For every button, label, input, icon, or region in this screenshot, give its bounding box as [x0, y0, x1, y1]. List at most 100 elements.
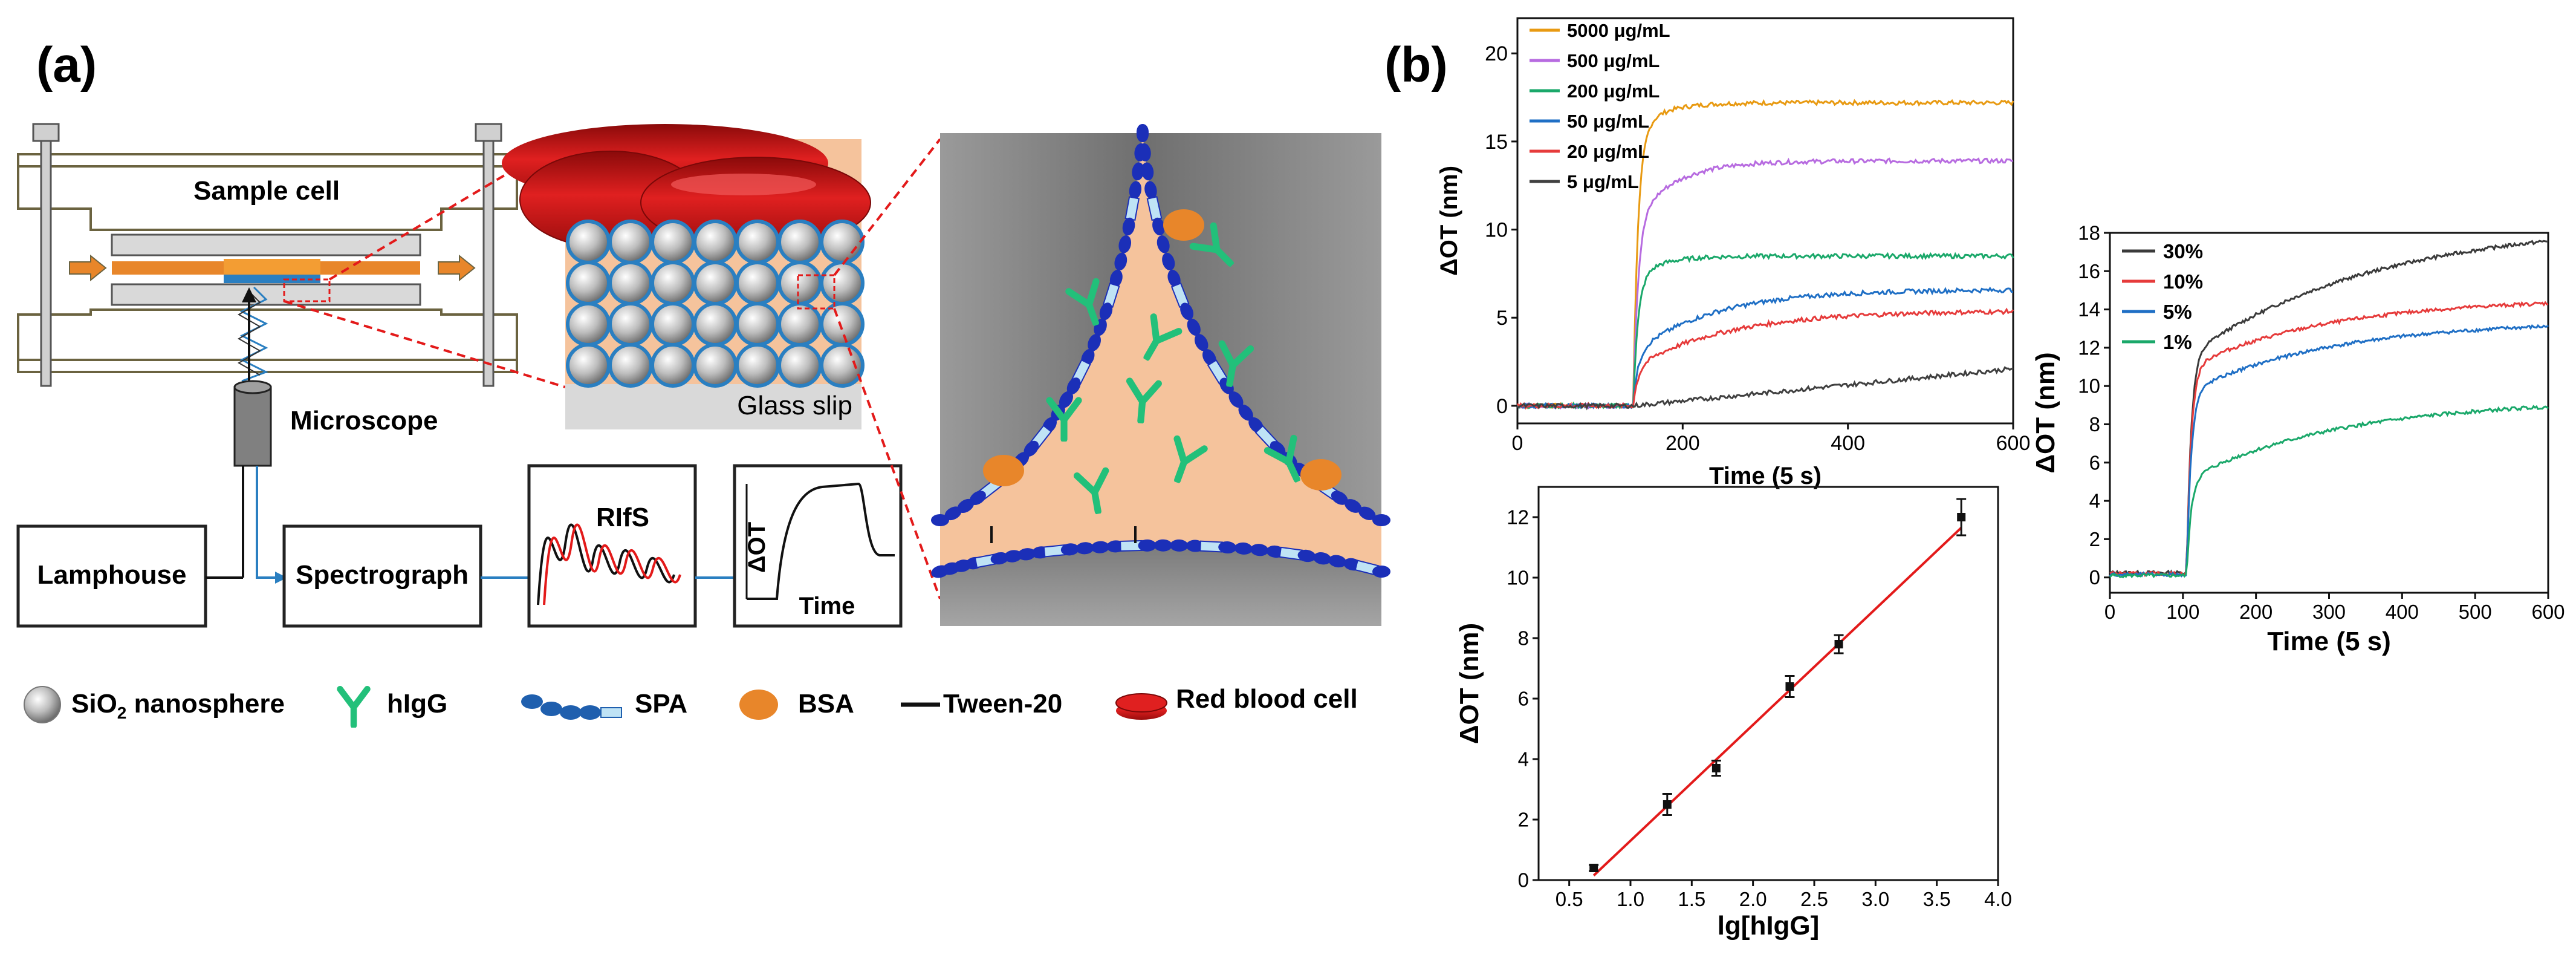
legend-label: 20 μg/mL [1567, 141, 1649, 162]
microscope-label: Microscope [290, 406, 438, 435]
legend-sio2-prefix: SiO [71, 689, 117, 719]
magnified-layer: Glass slip [502, 124, 941, 599]
x-axis-label: Time (5 s) [2267, 627, 2391, 656]
y-tick-label: 4 [1518, 748, 1529, 771]
legend-label: 1% [2163, 331, 2192, 353]
nanosphere [693, 220, 738, 264]
sample-cell-apparatus: Sample cell [17, 123, 518, 387]
chart-kinetics-percentage: 0 100 200 300 400 500 600 0 2 4 6 8 10 12 14 16 18 Time (… [2031, 222, 2565, 656]
chart-calibration: 0.5 1.0 1.5 2.0 2.5 3.0 3.5 4.0 0 2 4 6 8 10 12 lg[hIgG… [1455, 486, 2012, 941]
legend-spa: SPA [635, 689, 687, 719]
y-tick-label: 8 [2089, 413, 2100, 435]
nanosphere [566, 343, 611, 388]
right-post [482, 137, 495, 387]
x-tick-label: 1.0 [1617, 888, 1644, 910]
nanosphere [650, 261, 695, 305]
glass-slip [565, 384, 861, 429]
spa-bead [1132, 162, 1144, 181]
spa-bead [1152, 217, 1165, 236]
x-tick-label: 300 [2312, 601, 2346, 623]
nanosphere [735, 220, 780, 264]
bsa-1 [1163, 209, 1204, 241]
legend-label: 5 μg/mL [1567, 171, 1639, 192]
spa-bead [1238, 404, 1253, 421]
x-tick-label: 2.0 [1739, 888, 1767, 910]
spa-bead [957, 498, 975, 514]
nanosphere [693, 343, 738, 388]
y-tick-label: 8 [1518, 627, 1529, 650]
spa-bead [1017, 548, 1036, 561]
legend-label: 10% [2163, 270, 2203, 293]
bottom-plate [17, 359, 518, 373]
spa-bead [1153, 539, 1172, 552]
spa-bead [1297, 549, 1316, 563]
y-tick-label: 5 [1496, 307, 1508, 330]
fiber-arrowhead-icon [275, 572, 287, 584]
rifs-label: RIfS [596, 503, 649, 532]
nanosphere [777, 302, 822, 347]
spa-bead [1345, 499, 1362, 513]
nanosphere [820, 261, 865, 305]
y-tick-label: 12 [1507, 506, 1529, 529]
inlet-arrow-icon [69, 254, 107, 282]
bsa-3 [1300, 459, 1342, 491]
left-post-cap [32, 123, 60, 142]
y-tick-label: 18 [2078, 222, 2100, 244]
spa-bead [1136, 124, 1149, 142]
zoom-box-medium [797, 274, 835, 310]
bsa-icon [739, 690, 778, 720]
pore-detail [931, 124, 1390, 626]
ot-box-y-label: ΔOT [744, 522, 770, 573]
y-tick-label: 16 [2078, 260, 2100, 282]
left-post [40, 137, 52, 387]
y-tick-label: 12 [2078, 336, 2100, 359]
sample-cell-label: Sample cell [193, 176, 340, 206]
nanosphere [820, 302, 865, 347]
x-axis-label: lg[hIgG] [1718, 911, 1820, 941]
spa-bead [931, 514, 949, 526]
lamphouse-box [16, 524, 207, 628]
lower-glass [111, 283, 421, 306]
data-point [1711, 764, 1721, 772]
spa-bead [944, 506, 962, 521]
spa-bead [1138, 143, 1151, 161]
x-tick-label: 3.0 [1861, 888, 1889, 910]
legend-label: 500 μg/mL [1567, 50, 1659, 71]
nanosphere [566, 261, 611, 305]
nanosphere [608, 220, 653, 264]
panel-a: (a) Sample cell [16, 38, 1390, 725]
spa-bead [1099, 302, 1113, 321]
nanosphere [608, 302, 653, 347]
y-tick-label: 6 [2089, 451, 2100, 474]
nanosphere [650, 302, 695, 347]
y-tick-label: 2 [1518, 809, 1529, 831]
nanosphere [820, 343, 865, 388]
spa-bead [1109, 269, 1123, 288]
spa-bead [1372, 514, 1390, 526]
rifs-box [527, 464, 697, 628]
x-tick-label: 400 [1831, 432, 1865, 455]
zoom-line-4 [833, 308, 941, 599]
nanosphere [693, 261, 738, 305]
spa-bead [1162, 252, 1175, 271]
legend-label: 5000 μg/mL [1567, 20, 1670, 41]
panel-a-label: (a) [36, 38, 97, 93]
right-post-cap [475, 123, 502, 142]
series-line [1517, 157, 2014, 410]
instrument-chain: Lamphouse Spectrograph RIfS ΔOT Time [16, 464, 903, 628]
rifs-red-wave [543, 523, 681, 605]
top-housing [17, 166, 518, 231]
chart-kinetics-concentration: 0 200 400 600 0 5 10 15 20 Time (5 s) ΔOT (nm) 5000… [1436, 17, 2030, 489]
spa-bead [1066, 377, 1081, 395]
series-line [1516, 307, 2014, 410]
nanosphere [566, 220, 611, 264]
nanosphere [777, 261, 822, 305]
y-tick-label: 6 [1518, 688, 1529, 710]
x-tick-label: 0 [2104, 601, 2115, 623]
x-tick-label: 500 [2459, 601, 2492, 623]
legend-sio2: SiO2 nanosphere [71, 689, 285, 722]
ot-box-x-label: Time [799, 593, 855, 619]
bsa-2 [983, 455, 1024, 486]
bottom-housing [17, 308, 518, 360]
